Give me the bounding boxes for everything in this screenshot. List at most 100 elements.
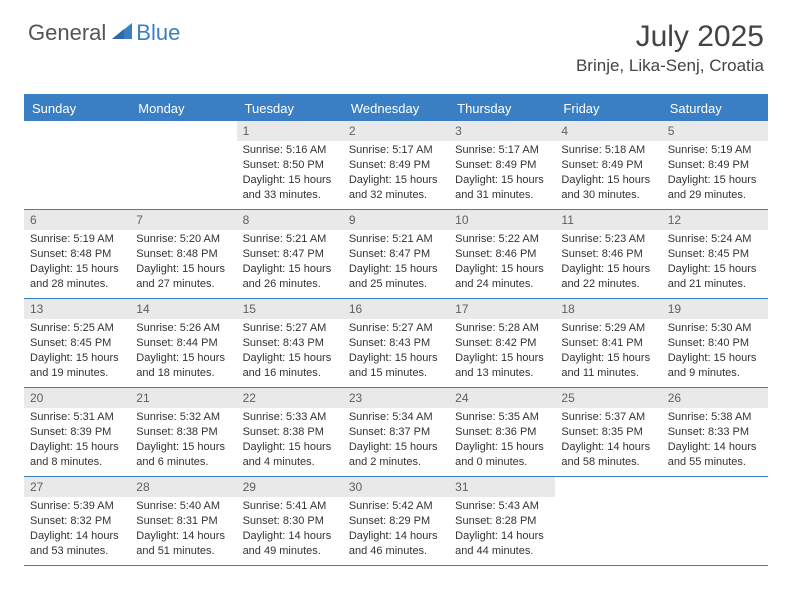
daylight-line: Daylight: 15 hours and 21 minutes. xyxy=(668,262,762,292)
day-number: 9 xyxy=(343,210,449,230)
day-number: 27 xyxy=(24,477,130,497)
day-number: 25 xyxy=(555,388,661,408)
title-block: July 2025 Brinje, Lika-Senj, Croatia xyxy=(576,20,764,76)
day-body: Sunrise: 5:28 AMSunset: 8:42 PMDaylight:… xyxy=(449,319,555,384)
location-text: Brinje, Lika-Senj, Croatia xyxy=(576,56,764,76)
daylight-line: Daylight: 15 hours and 32 minutes. xyxy=(349,173,443,203)
daylight-line: Daylight: 15 hours and 31 minutes. xyxy=(455,173,549,203)
daylight-line: Daylight: 15 hours and 28 minutes. xyxy=(30,262,124,292)
daylight-line: Daylight: 14 hours and 46 minutes. xyxy=(349,529,443,559)
day-body: Sunrise: 5:17 AMSunset: 8:49 PMDaylight:… xyxy=(449,141,555,206)
day-number: 22 xyxy=(237,388,343,408)
day-body: Sunrise: 5:35 AMSunset: 8:36 PMDaylight:… xyxy=(449,408,555,473)
day-cell: 15Sunrise: 5:27 AMSunset: 8:43 PMDayligh… xyxy=(237,299,343,387)
daylight-line: Daylight: 15 hours and 4 minutes. xyxy=(243,440,337,470)
day-body: Sunrise: 5:27 AMSunset: 8:43 PMDaylight:… xyxy=(237,319,343,384)
day-cell: 14Sunrise: 5:26 AMSunset: 8:44 PMDayligh… xyxy=(130,299,236,387)
week-row: 1Sunrise: 5:16 AMSunset: 8:50 PMDaylight… xyxy=(24,121,768,210)
day-body: Sunrise: 5:39 AMSunset: 8:32 PMDaylight:… xyxy=(24,497,130,562)
daylight-line: Daylight: 15 hours and 0 minutes. xyxy=(455,440,549,470)
day-body: Sunrise: 5:19 AMSunset: 8:49 PMDaylight:… xyxy=(662,141,768,206)
day-cell: 25Sunrise: 5:37 AMSunset: 8:35 PMDayligh… xyxy=(555,388,661,476)
week-row: 27Sunrise: 5:39 AMSunset: 8:32 PMDayligh… xyxy=(24,477,768,566)
day-body: Sunrise: 5:29 AMSunset: 8:41 PMDaylight:… xyxy=(555,319,661,384)
daylight-line: Daylight: 15 hours and 16 minutes. xyxy=(243,351,337,381)
brand-sail-icon xyxy=(110,21,134,46)
sunrise-line: Sunrise: 5:21 AM xyxy=(349,232,443,247)
day-cell: 24Sunrise: 5:35 AMSunset: 8:36 PMDayligh… xyxy=(449,388,555,476)
day-cell: 4Sunrise: 5:18 AMSunset: 8:49 PMDaylight… xyxy=(555,121,661,209)
week-row: 6Sunrise: 5:19 AMSunset: 8:48 PMDaylight… xyxy=(24,210,768,299)
day-body: Sunrise: 5:20 AMSunset: 8:48 PMDaylight:… xyxy=(130,230,236,295)
day-cell xyxy=(130,121,236,209)
day-number: 7 xyxy=(130,210,236,230)
week-row: 20Sunrise: 5:31 AMSunset: 8:39 PMDayligh… xyxy=(24,388,768,477)
day-body: Sunrise: 5:17 AMSunset: 8:49 PMDaylight:… xyxy=(343,141,449,206)
page-header: General Blue July 2025 Brinje, Lika-Senj… xyxy=(0,0,792,84)
daylight-line: Daylight: 15 hours and 19 minutes. xyxy=(30,351,124,381)
sunrise-line: Sunrise: 5:35 AM xyxy=(455,410,549,425)
day-number: 23 xyxy=(343,388,449,408)
day-cell: 7Sunrise: 5:20 AMSunset: 8:48 PMDaylight… xyxy=(130,210,236,298)
sunset-line: Sunset: 8:46 PM xyxy=(561,247,655,262)
day-header: Tuesday xyxy=(237,96,343,121)
sunset-line: Sunset: 8:44 PM xyxy=(136,336,230,351)
daylight-line: Daylight: 15 hours and 30 minutes. xyxy=(561,173,655,203)
daylight-line: Daylight: 15 hours and 18 minutes. xyxy=(136,351,230,381)
daylight-line: Daylight: 15 hours and 33 minutes. xyxy=(243,173,337,203)
sunset-line: Sunset: 8:45 PM xyxy=(668,247,762,262)
sunrise-line: Sunrise: 5:18 AM xyxy=(561,143,655,158)
day-body: Sunrise: 5:26 AMSunset: 8:44 PMDaylight:… xyxy=(130,319,236,384)
sunset-line: Sunset: 8:47 PM xyxy=(349,247,443,262)
day-cell xyxy=(24,121,130,209)
sunrise-line: Sunrise: 5:27 AM xyxy=(243,321,337,336)
sunset-line: Sunset: 8:50 PM xyxy=(243,158,337,173)
sunset-line: Sunset: 8:40 PM xyxy=(668,336,762,351)
day-cell: 31Sunrise: 5:43 AMSunset: 8:28 PMDayligh… xyxy=(449,477,555,565)
day-number: 19 xyxy=(662,299,768,319)
day-header: Friday xyxy=(555,96,661,121)
day-number: 29 xyxy=(237,477,343,497)
daylight-line: Daylight: 15 hours and 2 minutes. xyxy=(349,440,443,470)
day-cell: 17Sunrise: 5:28 AMSunset: 8:42 PMDayligh… xyxy=(449,299,555,387)
day-number: 10 xyxy=(449,210,555,230)
sunset-line: Sunset: 8:45 PM xyxy=(30,336,124,351)
day-cell: 2Sunrise: 5:17 AMSunset: 8:49 PMDaylight… xyxy=(343,121,449,209)
sunset-line: Sunset: 8:43 PM xyxy=(243,336,337,351)
day-header: Thursday xyxy=(449,96,555,121)
sunrise-line: Sunrise: 5:29 AM xyxy=(561,321,655,336)
sunset-line: Sunset: 8:36 PM xyxy=(455,425,549,440)
daylight-line: Daylight: 15 hours and 11 minutes. xyxy=(561,351,655,381)
day-cell: 5Sunrise: 5:19 AMSunset: 8:49 PMDaylight… xyxy=(662,121,768,209)
sunset-line: Sunset: 8:49 PM xyxy=(349,158,443,173)
day-cell: 27Sunrise: 5:39 AMSunset: 8:32 PMDayligh… xyxy=(24,477,130,565)
sunrise-line: Sunrise: 5:37 AM xyxy=(561,410,655,425)
sunrise-line: Sunrise: 5:17 AM xyxy=(455,143,549,158)
day-body: Sunrise: 5:32 AMSunset: 8:38 PMDaylight:… xyxy=(130,408,236,473)
day-body: Sunrise: 5:21 AMSunset: 8:47 PMDaylight:… xyxy=(237,230,343,295)
brand-logo: General Blue xyxy=(28,20,180,46)
daylight-line: Daylight: 15 hours and 24 minutes. xyxy=(455,262,549,292)
daylight-line: Daylight: 14 hours and 51 minutes. xyxy=(136,529,230,559)
day-body: Sunrise: 5:30 AMSunset: 8:40 PMDaylight:… xyxy=(662,319,768,384)
sunrise-line: Sunrise: 5:30 AM xyxy=(668,321,762,336)
sunset-line: Sunset: 8:38 PM xyxy=(243,425,337,440)
sunrise-line: Sunrise: 5:21 AM xyxy=(243,232,337,247)
sunset-line: Sunset: 8:28 PM xyxy=(455,514,549,529)
day-header: Sunday xyxy=(24,96,130,121)
sunrise-line: Sunrise: 5:32 AM xyxy=(136,410,230,425)
daylight-line: Daylight: 14 hours and 55 minutes. xyxy=(668,440,762,470)
calendar: SundayMondayTuesdayWednesdayThursdayFrid… xyxy=(24,94,768,566)
day-body: Sunrise: 5:42 AMSunset: 8:29 PMDaylight:… xyxy=(343,497,449,562)
sunrise-line: Sunrise: 5:22 AM xyxy=(455,232,549,247)
sunrise-line: Sunrise: 5:20 AM xyxy=(136,232,230,247)
sunrise-line: Sunrise: 5:19 AM xyxy=(30,232,124,247)
day-number: 6 xyxy=(24,210,130,230)
day-cell: 20Sunrise: 5:31 AMSunset: 8:39 PMDayligh… xyxy=(24,388,130,476)
day-body: Sunrise: 5:16 AMSunset: 8:50 PMDaylight:… xyxy=(237,141,343,206)
sunrise-line: Sunrise: 5:27 AM xyxy=(349,321,443,336)
sunrise-line: Sunrise: 5:17 AM xyxy=(349,143,443,158)
sunrise-line: Sunrise: 5:34 AM xyxy=(349,410,443,425)
sunrise-line: Sunrise: 5:24 AM xyxy=(668,232,762,247)
day-number: 24 xyxy=(449,388,555,408)
